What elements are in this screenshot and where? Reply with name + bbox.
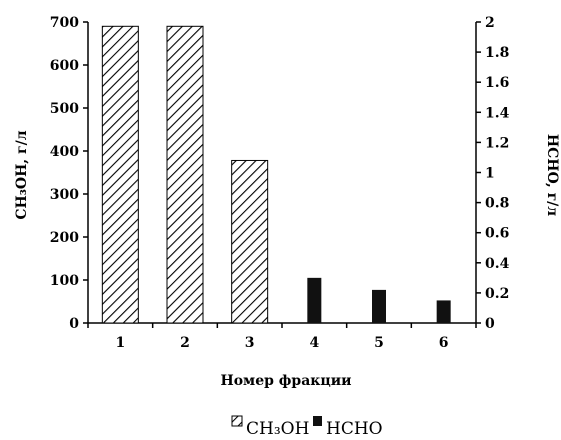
x-axis-ticks: 1 2 3 4 5 6 — [87, 323, 477, 351]
legend-label-ch3oh: CH₃OH — [246, 419, 309, 439]
legend: CH₃OH HCHO — [231, 415, 383, 439]
left-tick-label: 100 — [50, 273, 79, 289]
left-axis-label: CH₃OH, г/л — [14, 130, 30, 219]
right-tick-label: 0.4 — [485, 256, 510, 272]
left-tick-label: 400 — [50, 144, 79, 160]
right-tick-label: 0 — [485, 316, 495, 332]
bar-choh-1 — [101, 25, 139, 324]
bar-hcho-6 — [436, 300, 451, 323]
right-axis-label: HCHO, г/л — [544, 134, 560, 216]
x-tick-label: 5 — [374, 335, 384, 351]
left-tick-label: 0 — [69, 316, 79, 332]
right-tick-label: 1.6 — [485, 75, 509, 91]
right-tick-label: 1 — [485, 166, 495, 182]
bar-choh-2 — [166, 25, 204, 324]
legend-swatch-hatch — [231, 415, 243, 427]
x-tick-label: 1 — [115, 335, 125, 351]
bar-choh-3 — [231, 159, 269, 324]
bars — [101, 25, 451, 324]
right-axis-ticks: 0 0.2 0.4 0.6 0.8 1 1.2 1.4 1.6 1.8 2 — [476, 15, 510, 332]
x-axis-label: Номер фракции — [220, 373, 351, 389]
x-tick-label: 2 — [180, 335, 190, 351]
legend-swatch-solid — [313, 416, 322, 426]
left-axis-ticks: 0 100 200 300 400 500 600 700 — [50, 15, 88, 332]
right-tick-label: 0.6 — [485, 226, 509, 242]
right-tick-label: 1.2 — [485, 135, 509, 151]
plot-area — [87, 22, 477, 324]
left-tick-label: 200 — [50, 230, 79, 246]
right-tick-label: 0.2 — [485, 286, 509, 302]
x-tick-label: 6 — [439, 335, 449, 351]
right-tick-label: 2 — [485, 15, 495, 31]
left-tick-label: 600 — [50, 58, 79, 74]
left-tick-label: 500 — [50, 101, 79, 117]
x-tick-label: 4 — [309, 335, 319, 351]
x-tick-label: 3 — [245, 335, 255, 351]
right-tick-label: 0.8 — [485, 196, 509, 212]
bar-hcho-5 — [372, 289, 386, 323]
bar-hcho-4 — [307, 277, 322, 323]
right-tick-label: 1.8 — [485, 45, 509, 61]
legend-label-hcho: HCHO — [326, 419, 383, 439]
right-tick-label: 1.4 — [485, 105, 510, 121]
left-tick-label: 700 — [50, 15, 79, 31]
left-tick-label: 300 — [50, 187, 79, 203]
